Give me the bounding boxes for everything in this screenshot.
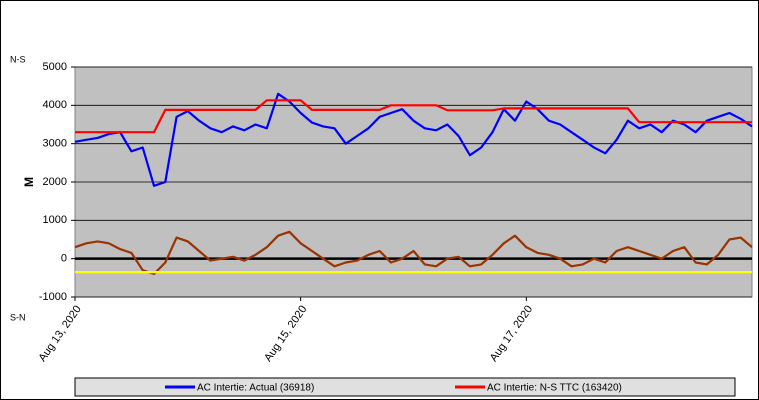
legend-label: AC Intertie: Actual (36918): [197, 383, 314, 394]
y-tick-label: 4000: [43, 99, 67, 111]
legend-label: AC Intertie: N-S TTC (163420): [487, 383, 622, 394]
y-tick-label: 5000: [43, 61, 67, 73]
series-line: [74, 230, 753, 276]
y-label-bottom: S-N: [10, 312, 26, 322]
y-tick-label: 0: [61, 253, 67, 265]
y-tick-label: -1000: [39, 291, 67, 303]
y-tick-label: 3000: [43, 138, 67, 150]
legend-box: [74, 377, 736, 397]
y-label-top: N-S: [10, 54, 26, 64]
y-axis-label: M: [22, 177, 36, 187]
series-line: [75, 99, 752, 134]
y-tick-label: 1000: [43, 214, 67, 226]
series-line: [74, 92, 753, 187]
y-tick-label: 2000: [43, 176, 67, 188]
